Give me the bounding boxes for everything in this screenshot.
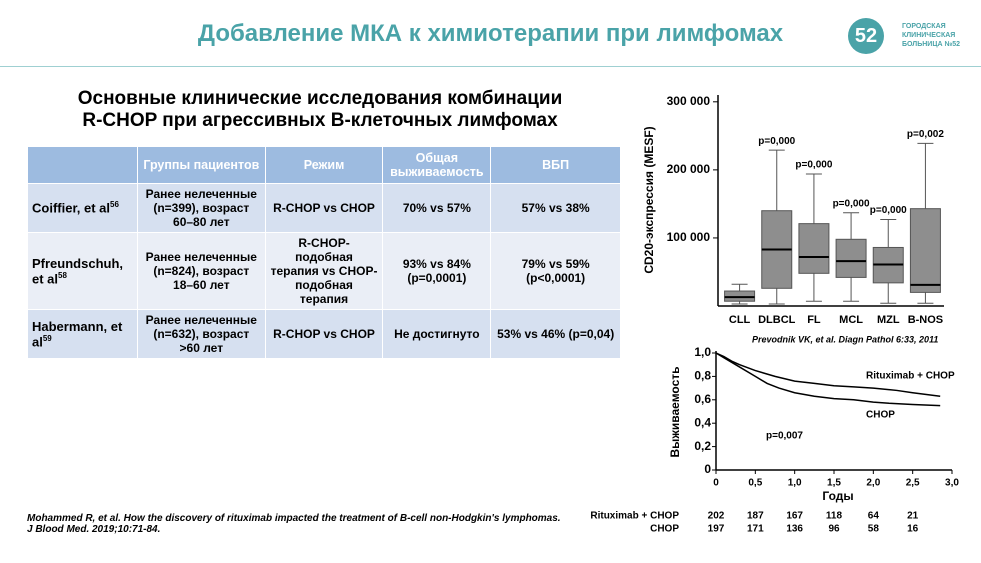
table-cell: Habermann, et al59: [27, 309, 138, 359]
at-risk-count: 16: [907, 524, 919, 535]
logo-text: ГОРОДСКАЯ КЛИНИЧЕСКАЯ БОЛЬНИЦА №52: [902, 22, 960, 49]
study-name: Habermann, et al: [32, 318, 123, 350]
at-risk-count: 167: [786, 511, 803, 522]
table-cell: Coiffier, et al56: [27, 183, 138, 233]
curve-label: Rituximab + CHOP: [866, 371, 955, 382]
p-value: p=0,000: [758, 136, 795, 147]
x-tick-label: 0: [713, 478, 719, 489]
table-cell: R-CHOP vs CHOP: [264, 183, 384, 233]
logo-mark: 52: [848, 18, 884, 54]
reference-number: 56: [110, 200, 119, 210]
at-risk-count: 96: [828, 524, 840, 535]
reference-number: 58: [58, 270, 67, 280]
logo-line: ГОРОДСКАЯ: [902, 23, 946, 30]
table-header-row: Группы пациентов Режим Общая выживаемость В…: [27, 146, 621, 184]
table-cell: Не достигнуто: [382, 309, 492, 359]
x-tick-label: MZL: [877, 314, 900, 326]
table-cell: Ранее нелеченные (n=632), возраст >60 ле…: [136, 309, 266, 359]
at-risk-name: Rituximab + CHOP: [590, 511, 679, 522]
y-tick-label: 200 000: [667, 162, 711, 176]
table-cell: Pfreundschuh, et al58: [27, 232, 138, 310]
x-tick-label: 2,0: [866, 478, 880, 489]
table-cell: R-CHOP vs CHOP: [264, 309, 384, 359]
x-tick-label: 1,5: [827, 478, 841, 489]
x-tick-label: B-NOS: [908, 314, 943, 326]
table-cell: Ранее нелеченные (n=399), возраст 60–80 …: [136, 183, 266, 233]
x-tick-label: DLBCL: [758, 314, 796, 326]
table-cell: 70% vs 57%: [382, 183, 492, 233]
table-row: Habermann, et al59 Ранее нелеченные (n=63…: [27, 309, 621, 359]
at-risk-count: 118: [826, 511, 843, 522]
box: [835, 238, 867, 278]
table-cell: R-CHOP-подобная терапия vs CHOP-подобная…: [264, 232, 384, 310]
survival-curve: [715, 352, 941, 407]
y-tick-label: 0,6: [694, 392, 711, 406]
p-value: p=0,000: [795, 160, 832, 171]
p-value: p=0,002: [907, 129, 944, 140]
y-axis-label: Выживаемость: [668, 366, 682, 457]
header-cell: ВБП: [490, 146, 621, 184]
logo-line: БОЛЬНИЦА №52: [902, 41, 961, 48]
y-tick-label: 300 000: [667, 94, 711, 108]
header-rule: [0, 66, 981, 67]
at-risk-count: 58: [868, 524, 880, 535]
box: [724, 290, 756, 302]
p-value: p=0,000: [870, 205, 907, 216]
header-cell: Группы пациентов: [136, 146, 266, 184]
at-risk-count: 171: [747, 524, 764, 535]
x-tick-label: MCL: [839, 314, 863, 326]
x-tick-label: 0,5: [748, 478, 762, 489]
reference: Mohammed R, et al. How the discovery of …: [27, 513, 561, 535]
logo-line: КЛИНИЧЕСКАЯ: [902, 32, 956, 39]
y-tick-label: 0,4: [694, 415, 711, 429]
studies-table: Группы пациентов Режим Общая выживаемость В…: [27, 146, 621, 359]
table-row: Coiffier, et al56 Ранее нелеченные (n=399…: [27, 183, 621, 233]
y-tick-label: 1,0: [694, 345, 711, 359]
source: Prevodnik VK, et al. Diagn Pathol 6:33, …: [752, 334, 938, 344]
header-cell: Общая выживаемость: [382, 146, 492, 184]
header-cell: [27, 146, 138, 184]
x-tick-label: 1,0: [788, 478, 802, 489]
at-risk-count: 202: [708, 511, 725, 522]
p-value: p=0,007: [766, 431, 803, 442]
header-cell: Режим: [264, 146, 384, 184]
x-axis-label: Годы: [822, 489, 853, 503]
table-row: Pfreundschuh, et al58 Ранее нелеченные (n…: [27, 232, 621, 310]
box: [909, 208, 941, 293]
reference-number: 59: [42, 333, 52, 343]
y-axis-label: CD20-экспрессия (MESF): [642, 126, 656, 273]
table-cell: 57% vs 38%: [490, 183, 621, 233]
x-tick-label: 2,5: [906, 478, 920, 489]
heading-line: Основные клинические исследования комбин…: [77, 88, 563, 109]
survival-curve: [715, 352, 941, 398]
at-risk-count: 64: [868, 511, 880, 522]
at-risk-count: 187: [747, 511, 764, 522]
at-risk-count: 197: [708, 524, 725, 535]
table-cell: 53% vs 46% (p=0,04): [490, 309, 621, 359]
y-tick-label: 0,8: [694, 369, 711, 383]
at-risk-name: CHOP: [650, 524, 679, 535]
box: [798, 223, 830, 274]
x-tick-label: 3,0: [945, 478, 959, 489]
y-tick-label: 100 000: [667, 230, 711, 244]
at-risk-count: 136: [786, 524, 803, 535]
study-name: Coiffier, et al: [32, 200, 111, 216]
y-tick-label: 0: [704, 462, 711, 476]
p-value: p=0,000: [833, 198, 870, 209]
table-cell: 93% vs 84% (p=0,0001): [382, 232, 492, 310]
slide-title: Добавление МКА к химиотерапии при лимфом…: [197, 20, 784, 47]
x-tick-label: CLL: [729, 314, 751, 326]
heading: Основные клинические исследования комбин…: [20, 88, 620, 132]
heading-line: R-CHOP при агрессивных В-клеточных лимфо…: [82, 110, 558, 131]
study-name: Pfreundschuh, et al: [32, 255, 124, 287]
at-risk-count: 21: [907, 511, 919, 522]
curve-label: CHOP: [866, 410, 895, 421]
x-tick-label: FL: [807, 314, 821, 326]
table-cell: Ранее нелеченные (n=824), возраст 18–60 …: [136, 232, 266, 310]
table-cell: 79% vs 59% (p<0,0001): [490, 232, 621, 310]
y-tick-label: 0,2: [694, 439, 711, 453]
